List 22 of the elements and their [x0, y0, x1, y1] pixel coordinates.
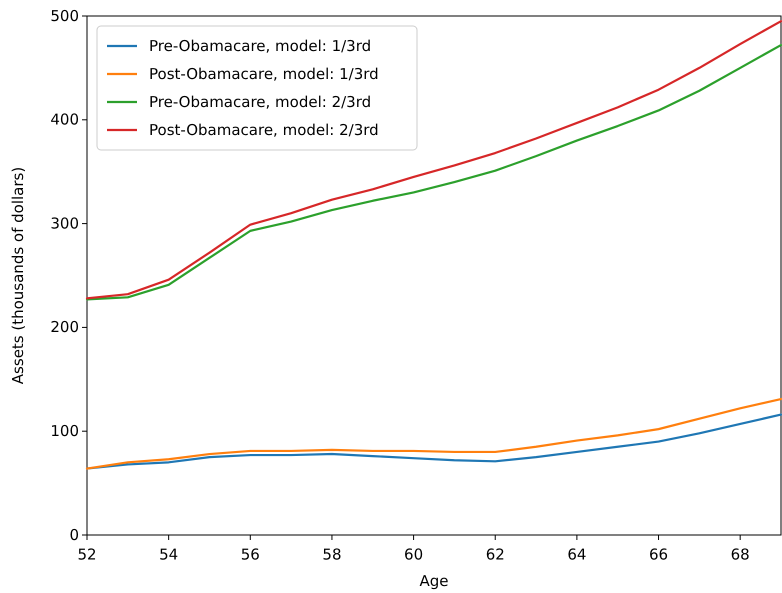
- y-axis-title: Assets (thousands of dollars): [9, 166, 27, 384]
- x-axis-title: Age: [419, 572, 449, 590]
- legend-label: Post-Obamacare, model: 1/3rd: [149, 65, 379, 83]
- x-tick-label: 52: [77, 546, 97, 564]
- y-tick-label: 400: [50, 110, 79, 129]
- line-series: [86, 398, 782, 470]
- y-tick-label: 300: [50, 214, 79, 232]
- x-tick-label: 58: [322, 546, 342, 564]
- legend-label: Pre-Obamacare, model: 1/3rd: [149, 37, 372, 55]
- x-tick-label: 54: [159, 546, 178, 564]
- y-tick-label: 500: [50, 6, 79, 25]
- legend-label: Pre-Obamacare, model: 2/3rd: [149, 93, 372, 111]
- x-tick-label: 68: [730, 546, 750, 564]
- x-tick-label: 66: [648, 546, 668, 564]
- x-tick-label: 60: [404, 546, 424, 564]
- x-tick-label: 62: [486, 546, 505, 564]
- x-tick-label: 64: [567, 546, 586, 564]
- y-tick-label: 0: [69, 526, 79, 544]
- legend-label: Post-Obamacare, model: 2/3rd: [149, 121, 379, 139]
- y-tick-label: 100: [50, 422, 79, 440]
- x-tick-label: 56: [240, 546, 260, 564]
- y-tick-label: 200: [50, 318, 79, 336]
